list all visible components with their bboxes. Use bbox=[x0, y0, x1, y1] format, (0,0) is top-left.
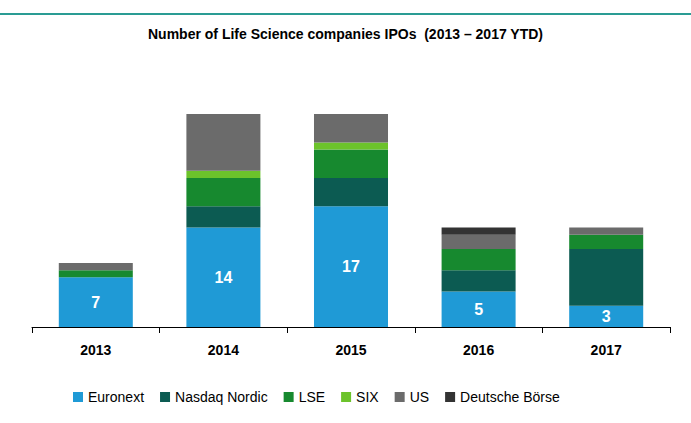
svg-text:14: 14 bbox=[215, 269, 233, 286]
svg-text:Deutsche Börse: Deutsche Börse bbox=[460, 389, 560, 405]
svg-text:5: 5 bbox=[474, 301, 483, 318]
svg-text:SIX: SIX bbox=[356, 389, 379, 405]
svg-text:2014: 2014 bbox=[208, 342, 239, 358]
svg-text:Euronext: Euronext bbox=[88, 389, 144, 405]
svg-text:US: US bbox=[410, 389, 429, 405]
svg-text:2016: 2016 bbox=[463, 342, 494, 358]
svg-text:7: 7 bbox=[91, 294, 100, 311]
svg-text:LSE: LSE bbox=[299, 389, 325, 405]
svg-text:17: 17 bbox=[342, 258, 360, 275]
svg-text:2013: 2013 bbox=[80, 342, 111, 358]
svg-text:2015: 2015 bbox=[335, 342, 366, 358]
svg-text:Nasdaq Nordic: Nasdaq Nordic bbox=[175, 389, 268, 405]
svg-text:Number of Life Science compani: Number of Life Science companies IPOs (2… bbox=[148, 26, 543, 42]
svg-text:2017: 2017 bbox=[591, 342, 622, 358]
svg-text:3: 3 bbox=[602, 308, 611, 325]
